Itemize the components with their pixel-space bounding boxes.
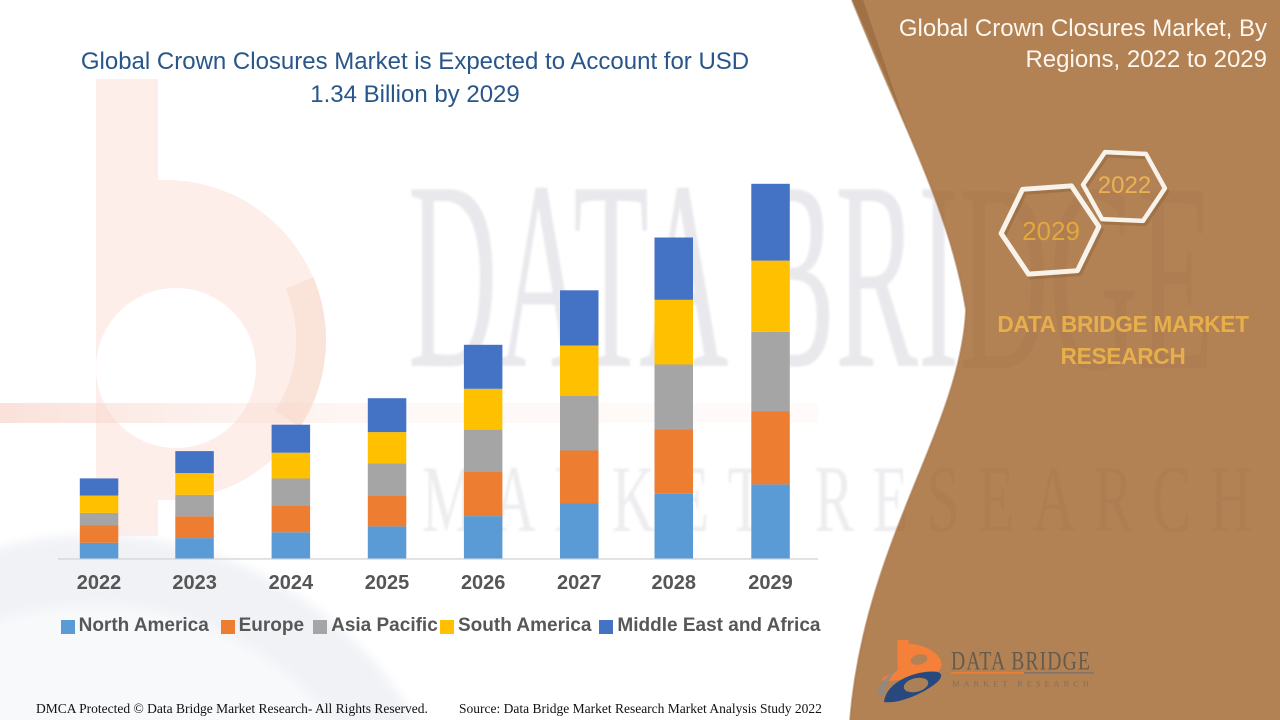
svg-text:DATA BRIDGE: DATA BRIDGE [951, 646, 1091, 675]
svg-text:MARKET RESEARCH: MARKET RESEARCH [952, 679, 1093, 689]
